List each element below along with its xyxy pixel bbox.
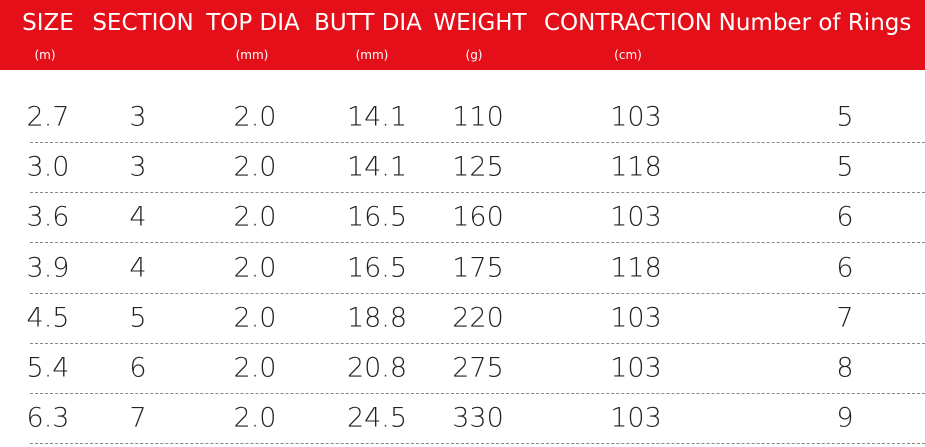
table-cell: 2.0 (233, 252, 277, 284)
table-cell: 6 (129, 352, 147, 384)
table-cell: 5.4 (26, 352, 70, 384)
table-cell: 175 (452, 252, 504, 284)
table-cell: 3 (129, 151, 147, 183)
row-separator (30, 142, 925, 143)
table-cell: 3.9 (26, 252, 70, 284)
table-cell: 6 (836, 201, 854, 233)
table-cell: 16.5 (346, 252, 408, 284)
column-unit: (mm) (235, 48, 269, 62)
table-cell: 3.0 (26, 151, 70, 183)
table-cell: 9 (836, 402, 854, 434)
row-separator (30, 292, 925, 294)
table-cell: 103 (610, 201, 662, 233)
row-separator (30, 342, 925, 344)
column-unit: (mm) (355, 48, 389, 62)
table-cell: 4.5 (26, 302, 70, 334)
table-cell: 220 (452, 302, 504, 334)
table-cell: 18.8 (346, 302, 408, 334)
table-cell: 103 (610, 302, 662, 334)
table-cell: 16.5 (346, 201, 408, 233)
table-cell: 5 (836, 151, 854, 183)
table-cell: 118 (610, 151, 662, 183)
table-cell: 118 (610, 252, 662, 284)
table-cell: 7 (129, 402, 147, 434)
table-cell: 110 (452, 101, 504, 133)
column-header: CONTRACTION (544, 10, 712, 36)
table-cell: 103 (610, 101, 662, 133)
table-cell: 5 (836, 101, 854, 133)
table-cell: 4 (129, 201, 147, 233)
table-cell: 275 (452, 352, 504, 384)
table-cell: 5 (129, 302, 147, 334)
row-separator (30, 443, 925, 445)
table-cell: 3 (129, 101, 147, 133)
column-unit: (cm) (614, 48, 642, 62)
table-cell: 2.0 (233, 402, 277, 434)
table-cell: 330 (452, 402, 504, 434)
table-cell: 2.0 (233, 101, 277, 133)
column-header: BUTT DIA (314, 10, 422, 36)
table-cell: 3.6 (26, 201, 70, 233)
table-cell: 24.5 (346, 402, 408, 434)
table-cell: 2.0 (233, 302, 277, 334)
row-separator (30, 393, 925, 394)
table-cell: 4 (129, 252, 147, 284)
row-separator (30, 192, 925, 194)
column-unit: (g) (465, 48, 483, 62)
table-cell: 2.7 (26, 101, 70, 133)
column-header: TOP DIA (206, 10, 300, 36)
table-cell: 14.1 (346, 151, 408, 183)
table-cell: 160 (452, 201, 504, 233)
table-cell: 20.8 (346, 352, 408, 384)
table-cell: 2.0 (233, 151, 277, 183)
table-cell: 7 (836, 302, 854, 334)
table-cell: 6.3 (26, 402, 70, 434)
row-separator (30, 242, 925, 244)
column-header: Number of Rings (718, 10, 912, 36)
table-cell: 8 (836, 352, 854, 384)
header-band (0, 0, 925, 70)
table-cell: 2.0 (233, 352, 277, 384)
table-cell: 6 (836, 252, 854, 284)
column-header: SIZE (22, 10, 74, 36)
table-cell: 2.0 (233, 201, 277, 233)
column-header: WEIGHT (433, 10, 527, 36)
table-cell: 14.1 (346, 101, 408, 133)
column-header: SECTION (92, 10, 194, 36)
table-cell: 103 (610, 402, 662, 434)
table-cell: 125 (452, 151, 504, 183)
column-unit: (m) (34, 48, 56, 62)
table-cell: 103 (610, 352, 662, 384)
